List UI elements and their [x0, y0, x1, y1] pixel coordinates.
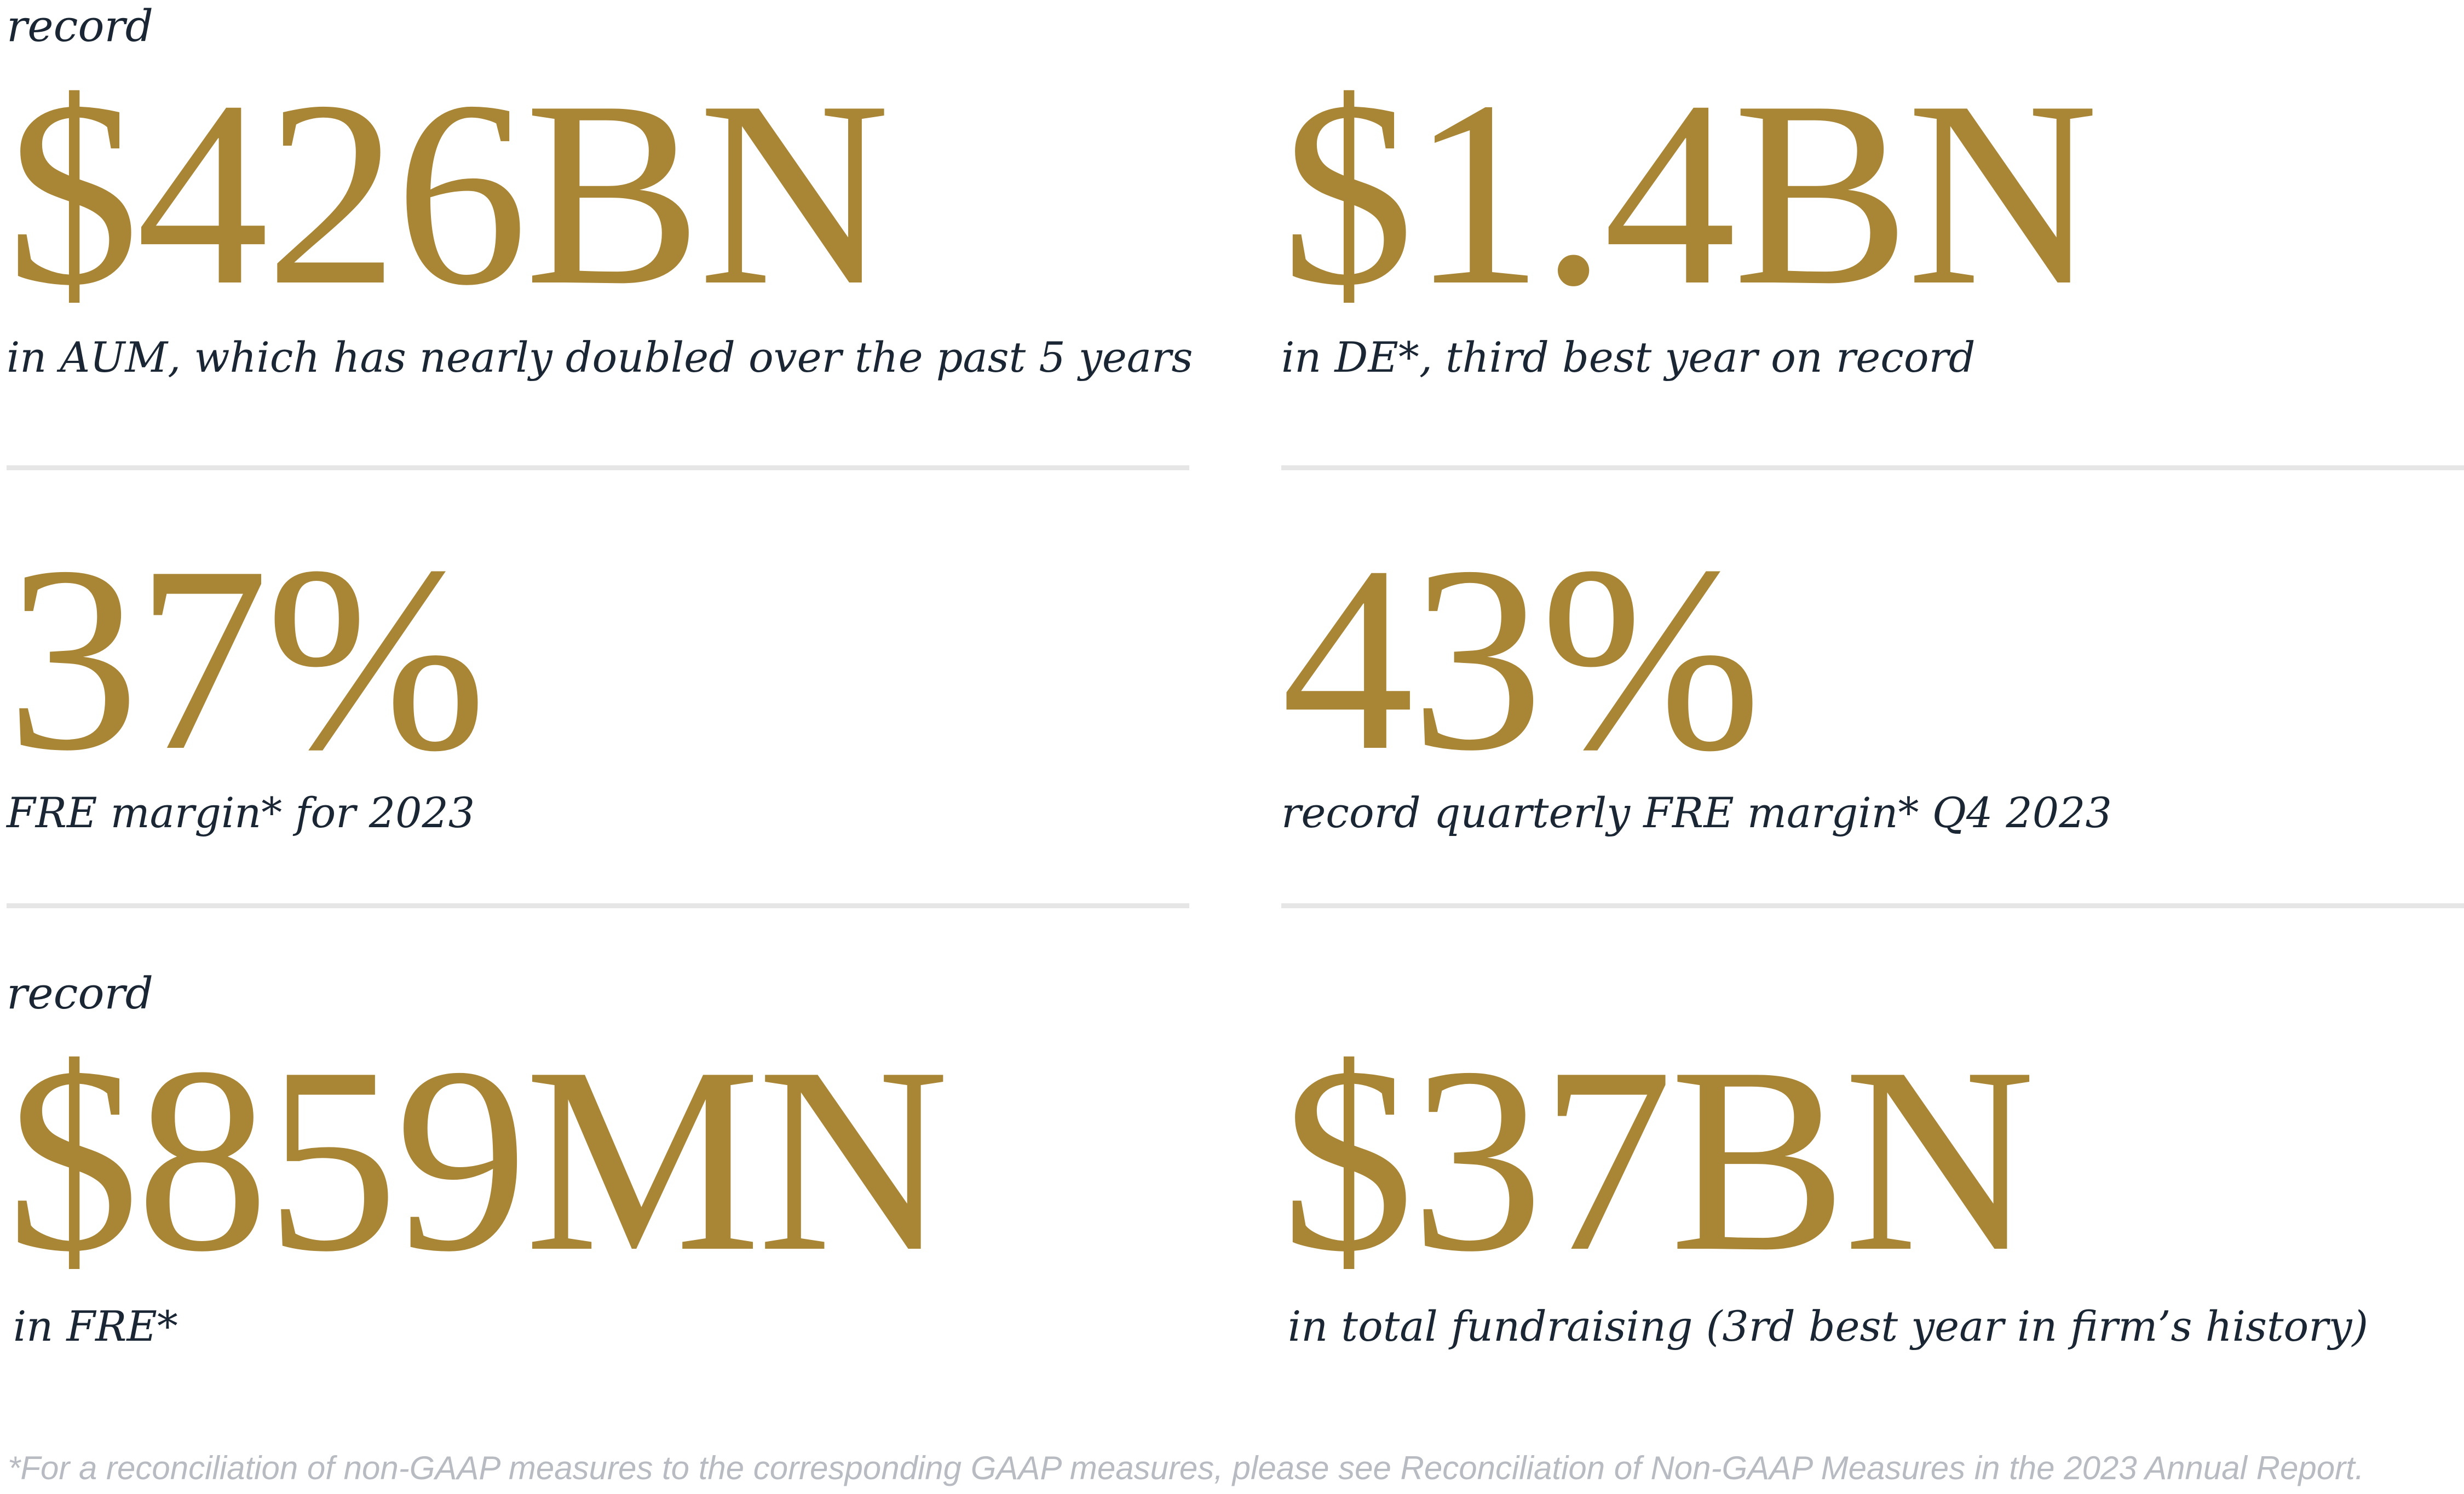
- divider: [7, 465, 1189, 470]
- stat-value: $37BN: [1281, 1012, 2035, 1306]
- stat-caption: record quarterly FRE margin* Q4 2023: [1281, 788, 2112, 837]
- stat-caption: in AUM, which has nearly doubled over th…: [7, 333, 1193, 382]
- stat-caption: in DE*, third best year on record: [1281, 333, 1976, 382]
- stat-value: 37%: [7, 511, 487, 805]
- divider: [7, 903, 1189, 908]
- footnote: *For a reconciliation of non-GAAP measur…: [8, 1450, 2364, 1486]
- stat-value: $1.4BN: [1281, 46, 2098, 340]
- stat-caption: in FRE*: [13, 1302, 178, 1351]
- stat-prefix: record: [7, 968, 154, 1019]
- stat-prefix: record: [7, 1, 154, 51]
- stat-value: $859MN: [7, 1012, 949, 1306]
- divider: [1281, 465, 2464, 470]
- stat-value: $426BN: [7, 46, 890, 340]
- stat-caption: FRE margin* for 2023: [7, 788, 475, 837]
- stat-value: 43%: [1281, 511, 1761, 805]
- stat-caption: in total fundraising (3rd best year in f…: [1288, 1302, 2369, 1351]
- divider: [1281, 903, 2464, 908]
